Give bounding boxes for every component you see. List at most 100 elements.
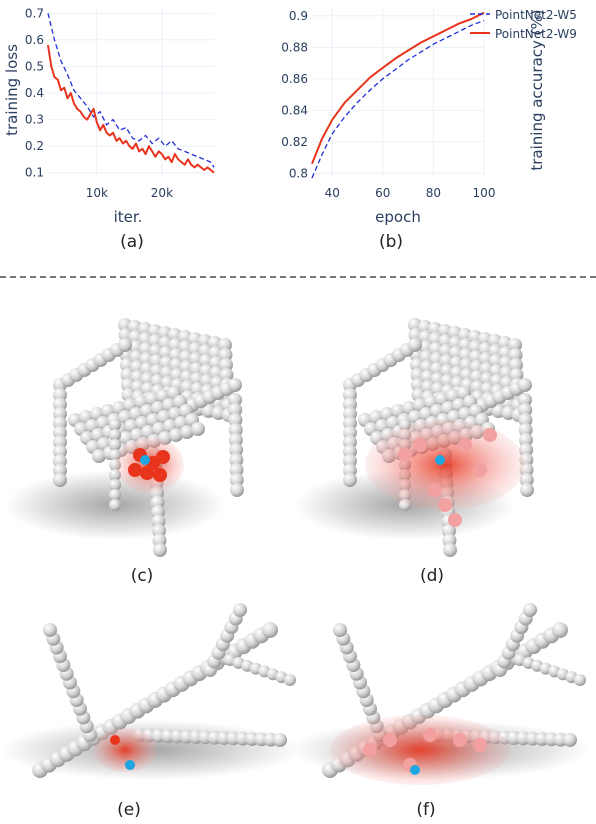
point-sphere: [118, 338, 132, 352]
point-sphere: [273, 733, 287, 747]
y-tick-label: 0.88: [281, 40, 308, 54]
point-sphere: [156, 450, 170, 464]
point-sphere: [519, 443, 534, 457]
point-sphere: [109, 439, 121, 451]
y-axis-label: training loss: [3, 44, 21, 136]
point-sphere: [363, 743, 377, 757]
point-sphere: [229, 463, 244, 477]
point-sphere: [109, 479, 121, 491]
attention-region: [93, 728, 157, 772]
caption-c: (c): [130, 566, 154, 586]
caption-f: (f): [416, 800, 436, 820]
x-axis-label: iter.: [114, 208, 143, 226]
point-sphere: [229, 443, 244, 457]
point-sphere: [408, 338, 422, 352]
point-sphere: [228, 423, 243, 437]
point-sphere: [180, 425, 194, 439]
point-sphere: [229, 453, 244, 467]
point-sphere: [518, 413, 533, 427]
point-sphere: [518, 403, 533, 417]
y-tick-label: 0.5: [25, 59, 44, 73]
point-sphere: [413, 438, 427, 452]
point-sphere: [453, 733, 467, 747]
point-sphere: [109, 489, 121, 501]
y-tick-label: 0.82: [281, 135, 308, 149]
point-sphere: [423, 728, 437, 742]
series-line-w5: [311, 19, 485, 179]
point-sphere: [473, 738, 487, 752]
point-sphere: [191, 422, 205, 436]
point-sphere: [128, 463, 142, 477]
point-sphere: [230, 483, 244, 497]
legend-label-w9: PointNet2-W9: [495, 27, 577, 41]
point-sphere: [518, 378, 532, 392]
point-sphere: [428, 483, 442, 497]
series-line-w5: [47, 13, 215, 168]
point-sphere: [458, 438, 472, 452]
point-sphere: [228, 403, 243, 417]
point-sphere: [509, 368, 524, 382]
point-sphere: [508, 348, 523, 362]
point-sphere: [140, 466, 154, 480]
point-sphere: [383, 733, 397, 747]
airplane-point-cloud-f: [290, 603, 590, 785]
point-sphere: [262, 622, 278, 638]
point-sphere: [523, 603, 537, 617]
attention-region: [365, 420, 525, 510]
point-sphere: [438, 498, 452, 512]
point-sphere: [410, 765, 420, 775]
caption-d: (d): [419, 566, 445, 586]
point-sphere: [110, 735, 120, 745]
x-tick-label: 100: [473, 186, 496, 200]
point-sphere: [219, 368, 234, 382]
airplane-point-cloud-e: [0, 603, 300, 780]
x-tick-label: 20k: [151, 186, 173, 200]
y-tick-label: 0.84: [281, 103, 308, 117]
caption-e: (e): [117, 800, 141, 820]
point-sphere: [552, 622, 568, 638]
point-sphere: [518, 393, 532, 407]
point-sphere: [473, 463, 487, 477]
point-sphere: [509, 358, 523, 372]
chair-point-cloud-c: [5, 318, 244, 557]
x-tick-label: 40: [325, 186, 340, 200]
point-sphere: [92, 449, 106, 463]
point-sphere: [508, 338, 522, 352]
point-sphere: [518, 433, 533, 447]
series-line-w9: [311, 11, 485, 165]
point-sphere: [284, 674, 296, 686]
point-sphere: [343, 473, 357, 487]
point-sphere: [228, 393, 242, 407]
y-tick-label: 0.4: [25, 86, 44, 100]
x-tick-label: 10k: [86, 186, 108, 200]
point-sphere: [219, 358, 233, 372]
point-sphere: [448, 513, 462, 527]
training-loss-chart: 0.1 0.2 0.3 0.4 0.5 0.6 0.7 10k 20k iter. train…: [3, 6, 215, 226]
y-tick-label: 0.3: [25, 113, 44, 127]
attention-region: [330, 715, 510, 785]
point-sphere: [518, 423, 533, 437]
caption-a: (a): [120, 232, 144, 252]
y-tick-label: 0.1: [25, 166, 44, 180]
series-line-w9: [47, 45, 215, 174]
point-sphere: [169, 428, 183, 442]
point-sphere: [233, 603, 247, 617]
x-tick-label: 80: [426, 186, 441, 200]
legend-label-w5: PointNet2-W5: [495, 8, 577, 22]
y-tick-label: 0.9: [289, 9, 308, 23]
point-sphere: [443, 543, 457, 557]
point-sphere: [520, 483, 534, 497]
chair-point-cloud-d: [295, 318, 534, 557]
point-sphere: [435, 455, 445, 465]
training-accuracy-chart: 0.8 0.82 0.84 0.86 0.88 0.9 40 60 80 100 PointNe…: [281, 8, 577, 226]
point-sphere: [218, 348, 233, 362]
point-sphere: [109, 499, 121, 511]
point-sphere: [228, 378, 242, 392]
point-sphere: [153, 543, 167, 557]
caption-b: (b): [378, 232, 404, 252]
dashed-divider: [0, 276, 596, 278]
y-axis-label: training accuracy (%): [528, 9, 546, 170]
x-tick-label: 60: [375, 186, 390, 200]
y-tick-label: 0.8: [289, 166, 308, 180]
point-sphere: [228, 413, 243, 427]
